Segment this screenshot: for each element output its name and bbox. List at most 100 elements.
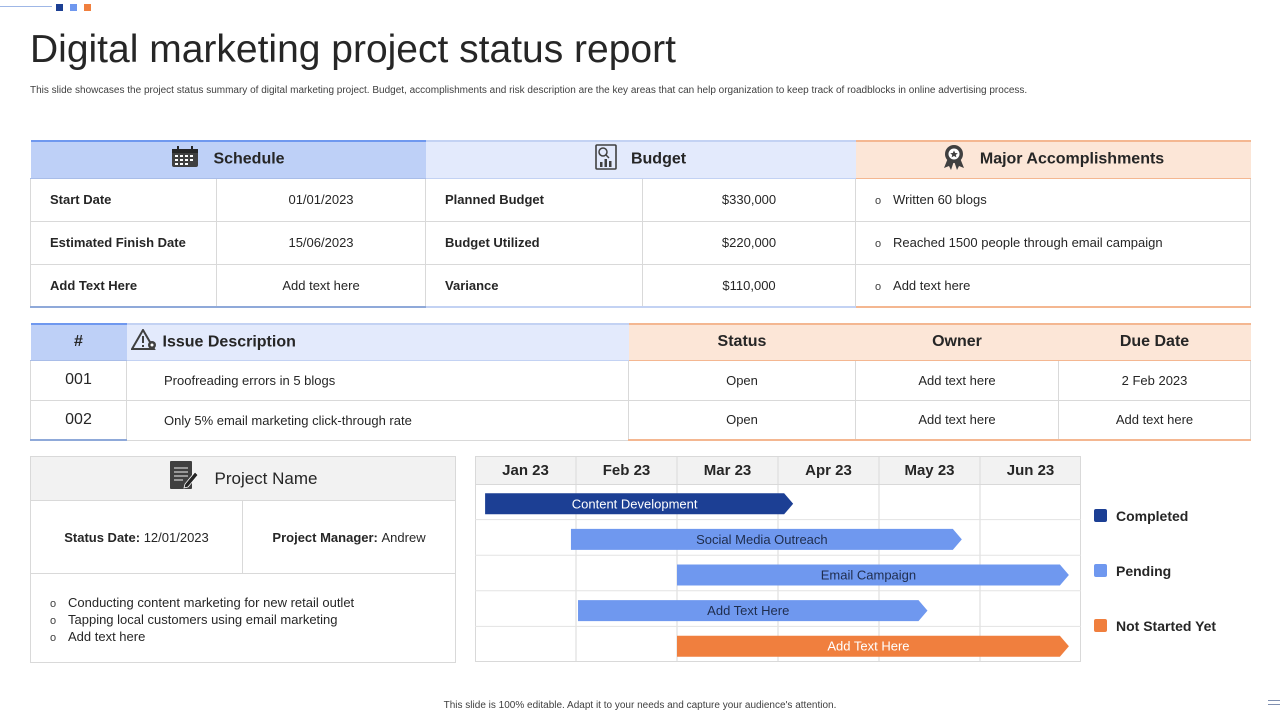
issue-description: Only 5% email marketing click-through ra… [126, 400, 629, 441]
decor-square-light [70, 4, 77, 11]
issues-header-description-label: Issue Description [162, 333, 296, 351]
gantt-task-bar [677, 564, 1069, 586]
decor-square-orange [84, 4, 91, 11]
gantt-task-bar [578, 600, 928, 622]
bullet-glyph: o [875, 195, 882, 207]
bullet-glyph: o [50, 615, 57, 627]
schedule-label: Add Text Here [30, 264, 217, 308]
gantt-task-bar [485, 493, 794, 515]
gantt-month-label: May 23 [904, 462, 954, 479]
issue-due-date: Add text here [1058, 400, 1251, 441]
budget-header: Budget [425, 140, 856, 179]
status-date-label: Status Date: [64, 529, 141, 545]
legend-item: Not Started Yet [1094, 618, 1216, 634]
budget-header-label: Budget [630, 150, 687, 168]
project-manager-label: Project Manager: [272, 529, 378, 545]
footer-note: This slide is 100% editable. Adapt it to… [443, 700, 837, 711]
issues-header-status: Status [628, 323, 856, 361]
summary-row: Start Date 01/01/2023 Planned Budget $33… [30, 178, 1252, 222]
accomplishments-header: Major Accomplishments [855, 140, 1251, 179]
corner-decoration [1268, 700, 1280, 708]
gantt-task-label: Email Campaign [821, 568, 916, 583]
accomplishments-header-label: Major Accomplishments [979, 150, 1165, 168]
table-row: 001 Proofreading errors in 5 blogs Open … [30, 360, 1251, 401]
schedule-label: Start Date [30, 178, 217, 222]
gantt-svg: Jan 23 Feb 23 Mar 23 Apr 23 May 23 Jun 23 Cont… [475, 456, 1081, 662]
accomplishment-item: o Written 60 blogs [855, 178, 1252, 222]
legend-item: Pending [1094, 563, 1171, 579]
gantt-month-label: Jan 23 [502, 462, 549, 479]
accomplishment-text: Reached 1500 people through email campai… [893, 235, 1163, 250]
issues-header-description: Issue Description [126, 323, 629, 361]
legend-swatch [1094, 564, 1107, 577]
issue-number: 002 [30, 400, 127, 441]
legend-swatch [1094, 619, 1107, 632]
issues-header-num: # [30, 323, 127, 361]
budget-label: Variance [425, 264, 644, 308]
budget-label: Budget Utilized [425, 221, 644, 265]
gantt-task-label: Add Text Here [827, 639, 909, 654]
issue-owner: Add text here [855, 360, 1059, 401]
project-manager: Project Manager: Andrew [243, 501, 455, 573]
list-item: o Tapping local customers using email mar… [50, 612, 455, 629]
issue-status: Open [628, 360, 856, 401]
gantt-month-label: Jun 23 [1007, 462, 1055, 479]
gantt-task-label: Social Media Outreach [696, 532, 828, 547]
legend-label: Completed [1116, 508, 1189, 524]
page-subtitle: This slide showcases the project status … [30, 85, 1028, 96]
warning-icon [129, 327, 157, 356]
gantt-border [475, 456, 1081, 662]
gantt-task-bar [677, 635, 1069, 657]
legend-label: Not Started Yet [1116, 618, 1217, 634]
legend-label: Pending [1116, 563, 1172, 579]
schedule-value: 01/01/2023 [216, 178, 427, 222]
accomplishment-text: Written 60 blogs [893, 192, 987, 207]
project-manager-value: Andrew [381, 529, 426, 545]
schedule-value: Add text here [216, 264, 427, 308]
page-title: Digital marketing project status report [30, 28, 676, 71]
accomplishment-item: o Reached 1500 people through email campa… [855, 221, 1252, 265]
calendar-icon [171, 146, 199, 173]
decor-square-dark [56, 4, 63, 11]
bullet-glyph: o [875, 280, 882, 293]
gantt-task-label: Content Development [572, 496, 698, 511]
schedule-header: Schedule [30, 140, 426, 179]
award-ribbon-icon [942, 144, 966, 175]
gantt-month-label: Apr 23 [805, 462, 852, 479]
budget-label: Planned Budget [425, 178, 644, 222]
summary-row: Add Text Here Add text here Variance $11… [30, 264, 1252, 308]
legend-item: Completed [1094, 508, 1188, 524]
summary-table: Schedule Budget [30, 140, 1252, 308]
gantt-month-label: Feb 23 [603, 462, 651, 479]
project-item-text: Conducting content marketing for new ret… [68, 595, 355, 610]
issue-status: Open [628, 400, 856, 441]
budget-value: $110,000 [642, 264, 857, 308]
gantt-task-label: Add Text Here [707, 603, 789, 618]
issues-table: # Issue Description Status Owner Due Dat… [30, 323, 1251, 441]
project-header-label: Project Name [214, 468, 318, 488]
schedule-header-label: Schedule [213, 150, 285, 168]
project-header: Project Name [31, 457, 455, 501]
schedule-label: Estimated Finish Date [30, 221, 217, 265]
top-decoration-line [0, 6, 52, 7]
status-date-value: 12/01/2023 [143, 529, 209, 545]
gantt-chart: Jan 23 Feb 23 Mar 23 Apr 23 May 23 Jun 23 Cont… [475, 456, 1081, 662]
accomplishment-item: o Add text here [855, 264, 1252, 308]
status-date: Status Date: 12/01/2023 [31, 501, 243, 573]
issue-owner: Add text here [855, 400, 1059, 441]
document-icon [169, 460, 199, 497]
bullet-glyph: o [50, 598, 57, 610]
issues-header-due: Due Date [1058, 323, 1251, 361]
gantt-month-label: Mar 23 [704, 462, 752, 479]
budget-value: $330,000 [642, 178, 857, 222]
list-item: o Add text here [50, 629, 455, 646]
accomplishment-text: Add text here [893, 277, 971, 293]
gantt-task-bar [570, 528, 962, 550]
budget-value: $220,000 [642, 221, 857, 265]
project-item-text: Add text here [68, 629, 146, 644]
legend-swatch [1094, 509, 1107, 522]
table-row: 002 Only 5% email marketing click-throug… [30, 400, 1251, 441]
project-panel: Project Name Status Date: 12/01/2023 Pro… [30, 456, 456, 663]
issue-due-date: 2 Feb 2023 [1058, 360, 1251, 401]
project-items: o Conducting content marketing for new re… [31, 574, 455, 646]
